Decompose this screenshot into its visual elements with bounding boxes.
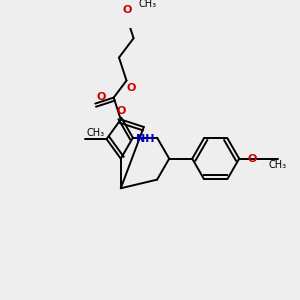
Text: CH₃: CH₃ bbox=[139, 0, 157, 9]
Text: O: O bbox=[127, 83, 136, 93]
Text: O: O bbox=[97, 92, 106, 102]
Text: O: O bbox=[117, 106, 126, 116]
Text: CH₃: CH₃ bbox=[269, 160, 287, 170]
Text: CH₃: CH₃ bbox=[86, 128, 104, 138]
Text: O: O bbox=[122, 5, 132, 15]
Text: NH: NH bbox=[136, 134, 154, 144]
Text: O: O bbox=[248, 154, 257, 164]
